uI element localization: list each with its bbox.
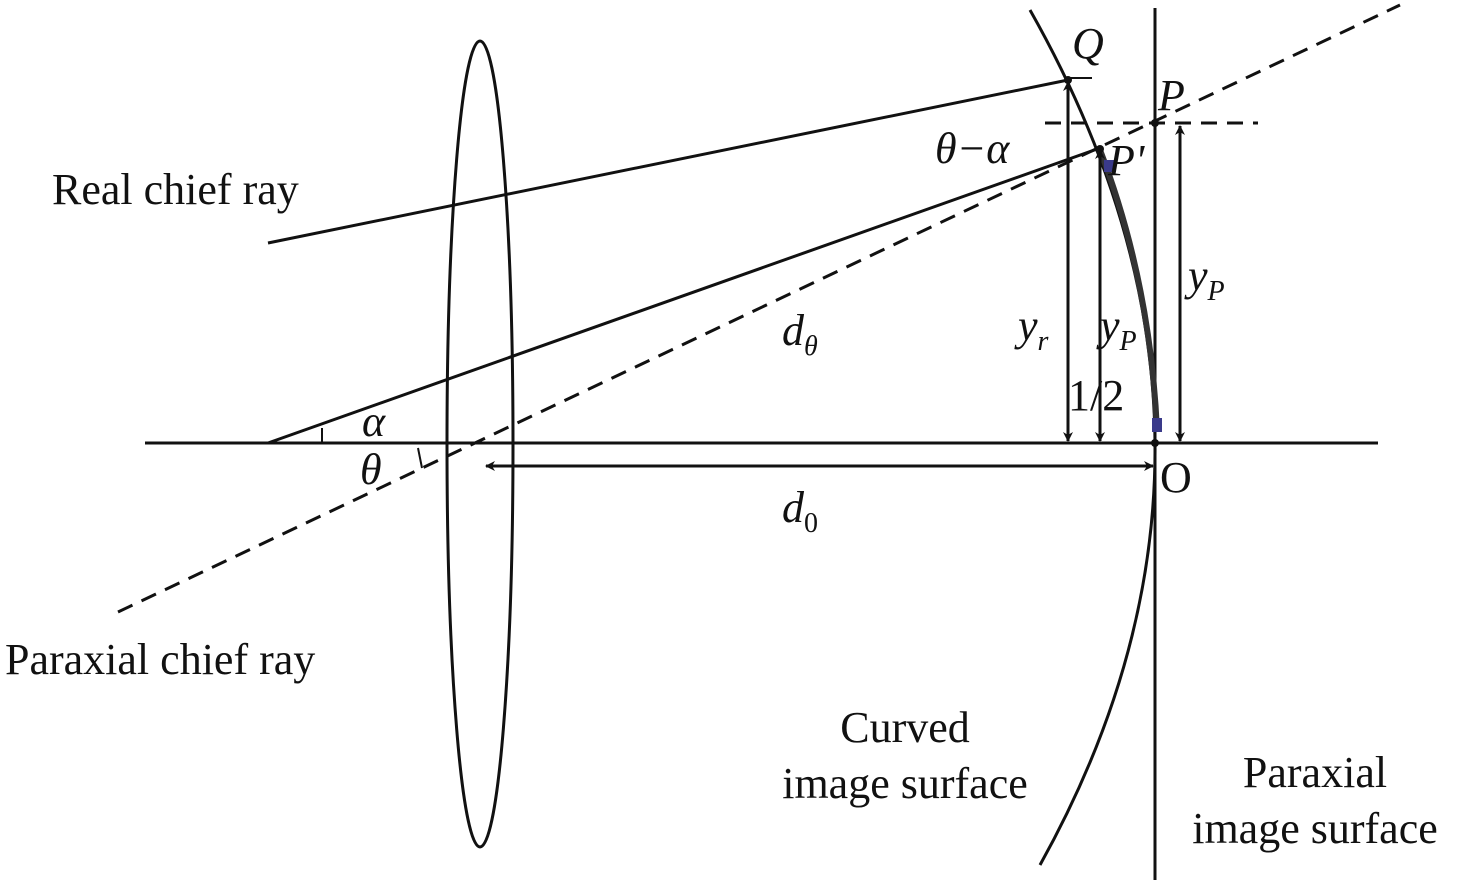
paraxial-surface-label-2: image surface [1192, 804, 1438, 853]
real-chief-ray-to-p-prime [267, 146, 1101, 445]
q-label: Q [1072, 19, 1104, 68]
paraxial-surface-label-1: Paraxial [1243, 748, 1387, 797]
point-p [1151, 119, 1159, 127]
p-label: P [1157, 71, 1185, 120]
curved-surface-label-2: image surface [782, 759, 1028, 808]
p-prime-label: P' [1107, 136, 1146, 185]
point-o [1151, 439, 1159, 447]
theta-angle-mark [417, 447, 423, 469]
o-highlight [1152, 418, 1162, 432]
origin-label: O [1160, 453, 1192, 502]
point-q [1064, 76, 1072, 84]
real-chief-ray [267, 78, 1069, 245]
theta-label: θ [360, 445, 382, 494]
paraxial-chief-ray [117, 3, 1401, 614]
lens [445, 39, 515, 849]
curved-surface-highlight [1097, 148, 1160, 431]
half-label: 1/2 [1068, 371, 1124, 420]
y-r-label: yr [1014, 301, 1049, 357]
y-p-half-label: yP [1096, 301, 1137, 357]
d-0-label: d0 [782, 483, 818, 539]
paraxial-chief-ray-label: Paraxial chief ray [5, 635, 315, 684]
d-theta-label: dθ [782, 306, 818, 362]
p-prime-highlight [1104, 160, 1116, 172]
curved-surface-label-1: Curved [840, 703, 970, 752]
alpha-label: α [362, 397, 386, 446]
y-p-label: yP [1184, 251, 1225, 307]
theta-minus-alpha-label: θ−α [935, 124, 1010, 173]
real-chief-ray-label: Real chief ray [52, 165, 299, 214]
point-p-prime [1096, 145, 1104, 153]
